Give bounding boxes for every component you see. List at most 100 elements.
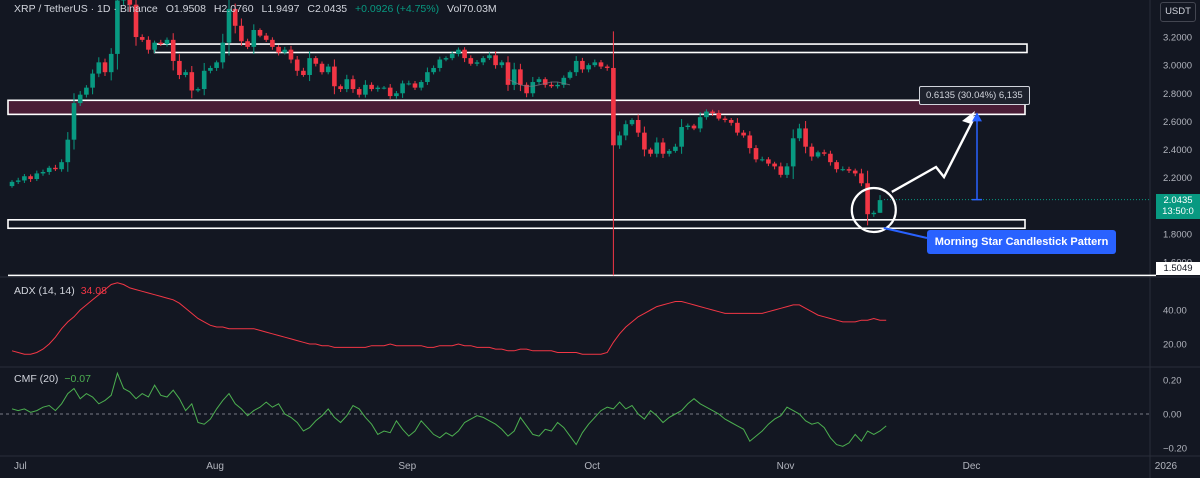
candle-body: [735, 122, 740, 133]
candle-body: [325, 66, 331, 73]
candle-body: [313, 58, 319, 64]
candle-body: [152, 42, 157, 50]
candle-body: [59, 162, 64, 170]
bar-countdown: 13:50:0: [1162, 206, 1194, 217]
cmf-title: CMF (20): [14, 373, 59, 385]
support-zone: [7, 219, 1026, 230]
adx-line: [11, 282, 887, 355]
candle-body: [226, 8, 232, 43]
candle-body: [815, 152, 821, 157]
x-tick-label: Sep: [398, 461, 416, 472]
candle-body: [115, 0, 120, 54]
high-value: H2.0760: [213, 3, 254, 15]
candle-body: [9, 181, 15, 187]
candle-body: [183, 72, 188, 75]
candle-body: [685, 125, 691, 128]
last-price-value: 2.0435: [1163, 195, 1193, 206]
candle-body: [28, 176, 33, 180]
candle-body: [828, 153, 833, 163]
candle-body: [865, 183, 870, 215]
adx-tick-label: 20.00: [1163, 340, 1187, 351]
adx-last-value: 34.08: [80, 285, 107, 297]
callout-pointer: [883, 227, 928, 239]
candle-body: [704, 111, 709, 118]
zones: [7, 43, 1156, 277]
candle-body: [766, 159, 771, 164]
currency-button[interactable]: USDT: [1160, 2, 1196, 22]
candle-body: [555, 84, 560, 87]
axes: Jul Aug Sep Oct Nov Dec 2026 3.2000 3.0000 2.8000…: [14, 33, 1192, 472]
cmf-tick-label: 0.00: [1163, 410, 1182, 421]
candle-body: [133, 4, 139, 38]
candle-body: [511, 69, 517, 85]
candle-body: [449, 53, 455, 59]
cmf-line: [11, 371, 887, 447]
candle-body: [15, 180, 21, 182]
candle-body: [431, 67, 436, 73]
candle-body: [623, 124, 629, 136]
candle-body: [108, 53, 114, 73]
candle-body: [65, 139, 71, 163]
cmf-legend[interactable]: CMF (20) −0.07: [14, 373, 91, 385]
candle-body: [425, 72, 430, 83]
candle-body: [592, 62, 598, 66]
candle-body: [797, 128, 802, 139]
candle-body: [462, 49, 467, 59]
candle-body: [381, 87, 387, 89]
candle-body: [567, 72, 573, 78]
candle-body: [294, 59, 300, 71]
candle-body: [573, 60, 579, 73]
candle-body: [871, 212, 877, 215]
symbol-title[interactable]: XRP / TetherUS · 1D · Binance: [14, 3, 158, 15]
candle-body: [611, 67, 616, 146]
candle-body: [666, 150, 672, 154]
candle-body: [332, 66, 337, 87]
candle-body: [282, 49, 288, 53]
candle-body: [53, 167, 58, 170]
candle-body: [821, 152, 827, 154]
overlays: [507, 78, 1150, 239]
candle-body: [834, 162, 839, 170]
adx-title: ADX (14, 14): [14, 285, 75, 297]
candle-body: [214, 62, 219, 68]
morning-star-callout: Morning Star Candlestick Pattern: [927, 230, 1116, 254]
candle-body: [319, 63, 325, 73]
candle-body: [790, 138, 796, 167]
candle-body: [263, 35, 269, 40]
candle-body: [257, 30, 263, 36]
candle-body: [102, 62, 108, 73]
candle-body: [201, 70, 207, 90]
candle-body: [487, 55, 492, 59]
candle-body: [301, 70, 306, 75]
candle-body: [542, 79, 548, 85]
candle-body: [468, 58, 474, 64]
x-tick-label: Jul: [14, 461, 27, 472]
candle-body: [189, 72, 195, 91]
candle-body: [753, 148, 759, 160]
candle-body: [400, 83, 405, 94]
candle-body: [784, 166, 790, 175]
candle-body: [158, 42, 164, 45]
candle-body: [307, 58, 312, 75]
open-value: O1.9508: [165, 3, 206, 15]
candle-body: [493, 55, 498, 66]
y-tick-label: 2.2000: [1163, 173, 1192, 184]
last-price-label: 2.0435 13:50:0: [1156, 194, 1200, 219]
close-value: C2.0435: [307, 3, 348, 15]
candle-body: [84, 87, 89, 95]
low-value: L1.9497: [261, 3, 300, 15]
candle-body: [239, 25, 244, 42]
candle-body: [679, 127, 684, 147]
x-tick-label: Aug: [206, 461, 224, 472]
candle-body: [363, 84, 368, 95]
candle-body: [505, 62, 511, 85]
adx-legend[interactable]: ADX (14, 14) 34.08: [14, 285, 107, 297]
candle-body: [716, 112, 722, 119]
candle-body: [350, 79, 356, 90]
y-tick-label: 2.6000: [1163, 117, 1192, 128]
projection-arrow: [891, 115, 977, 194]
resistance-zone-middle: [7, 99, 1026, 116]
candle-body: [549, 84, 554, 87]
